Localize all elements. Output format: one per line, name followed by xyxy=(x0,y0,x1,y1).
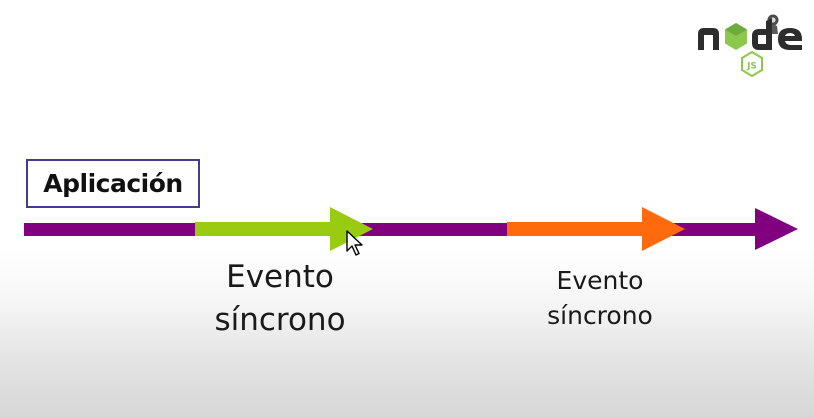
logo-js-badge xyxy=(741,50,763,78)
event-label-1-line1: Evento xyxy=(226,259,334,295)
event-label-2-line1: Evento xyxy=(556,266,644,295)
logo-letter-n xyxy=(698,28,719,50)
logo-letter-e xyxy=(778,28,802,50)
mouse-cursor-icon xyxy=(346,230,363,256)
event-label-2: Evento síncrono xyxy=(515,264,685,333)
event-label-1: Evento síncrono xyxy=(190,256,370,342)
event-arrowhead-orange xyxy=(642,207,685,251)
event-label-2-line2: síncrono xyxy=(547,300,653,330)
application-label: Aplicación xyxy=(26,159,200,208)
event-arrow-green xyxy=(195,222,335,236)
timeline-arrowhead xyxy=(755,208,798,250)
event-label-1-line2: síncrono xyxy=(214,301,346,338)
event-arrow-orange xyxy=(507,222,647,236)
event-arrowhead-green xyxy=(330,207,373,251)
logo-js-text: JS xyxy=(746,62,757,72)
application-label-text: Aplicación xyxy=(43,169,183,198)
node-js-logo-icon: JS xyxy=(698,14,802,78)
logo-letter-d xyxy=(752,18,772,50)
